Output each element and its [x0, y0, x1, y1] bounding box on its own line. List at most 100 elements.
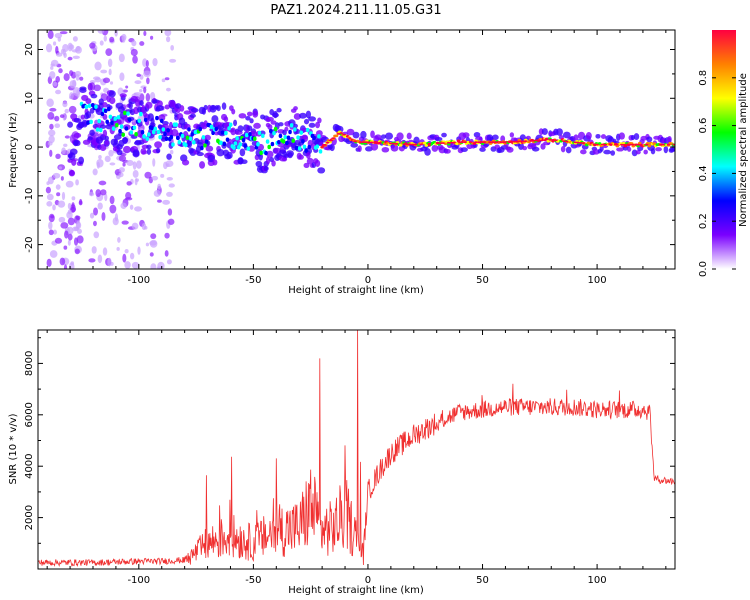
- spectrogram-cell: [284, 126, 289, 132]
- spectrogram-cell: [183, 142, 188, 148]
- spectrogram-cell: [134, 206, 142, 212]
- spectrogram-cell: [663, 145, 669, 154]
- spectrogram-cell: [474, 141, 478, 144]
- spectrogram-cell: [103, 108, 108, 114]
- spectrogram-cell: [134, 132, 138, 137]
- spectrogram-cell: [109, 36, 115, 43]
- snr-panel: -100 -50 0 50 100 2000 4000 6000 8000 Height of…: [8, 329, 676, 596]
- spectrogram-cell: [329, 143, 335, 152]
- figure-title: PAZ1.2024.211.11.05.G31: [270, 3, 441, 18]
- spectrogram-cell: [130, 48, 138, 57]
- spectrogram-cell: [108, 149, 114, 157]
- spectrogram-cell: [79, 198, 83, 205]
- spectrogram-cell: [560, 145, 566, 153]
- spectrogram-cell: [152, 158, 156, 167]
- spectrogram-cell: [165, 160, 174, 168]
- spectrogram-cell: [286, 150, 294, 157]
- spectrogram-cell: [278, 122, 284, 127]
- spectrogram-cell: [271, 112, 279, 118]
- spectrogram-cell: [168, 121, 173, 130]
- spectrogram-x-ticks: -100 -50 0 50 100: [46, 30, 667, 286]
- spectrogram-cell: [424, 143, 429, 147]
- spectrogram-cell: [48, 135, 55, 144]
- spectrogram-cell: [257, 130, 262, 136]
- spectrogram-cell: [158, 114, 166, 122]
- spectrogram-cell: [146, 148, 152, 155]
- spectrogram-cell: [350, 142, 359, 148]
- spectrogram-cell: [636, 143, 641, 146]
- spectrogram-cell: [63, 143, 68, 147]
- spectrogram-cell: [289, 123, 294, 128]
- spectrogram-cell: [199, 161, 206, 169]
- spectrogram-cell: [204, 139, 209, 144]
- spectrogram-cell: [201, 135, 206, 140]
- spectrogram-cell: [165, 87, 171, 92]
- spectrogram-cell: [153, 126, 158, 132]
- spectrogram-cell: [74, 70, 82, 77]
- spectrogram-cell: [49, 123, 54, 130]
- spectrogram-cell: [306, 151, 311, 159]
- spectrogram-cell: [124, 249, 129, 254]
- spectrogram-cell: [259, 150, 263, 156]
- spectrogram-cell: [150, 35, 154, 40]
- spectrogram-cell: [285, 140, 289, 146]
- spectrogram-cell: [49, 107, 57, 112]
- x-tick-label: -50: [245, 275, 261, 286]
- spectrogram-cell: [68, 105, 77, 114]
- spectrogram-cell: [204, 134, 211, 141]
- spectrogram-cell: [60, 176, 64, 181]
- spectrogram-cell: [145, 136, 150, 142]
- spectrogram-cell: [225, 137, 230, 142]
- spectrogram-cell: [113, 116, 118, 122]
- spectrogram-cell: [80, 114, 86, 120]
- spectrogram-cell: [353, 140, 357, 143]
- spectrogram-cell: [146, 77, 150, 85]
- spectrogram-cell: [69, 169, 75, 176]
- spectrogram-cell: [441, 142, 445, 144]
- spectrogram-cell: [190, 132, 195, 137]
- spectrogram-cell: [108, 68, 112, 76]
- spectrogram-cell: [205, 145, 214, 152]
- spectrogram-cell: [143, 225, 148, 230]
- spectrogram-cell: [129, 252, 135, 260]
- y-tick-label: 4000: [24, 453, 35, 478]
- spectrogram-cell: [98, 127, 103, 133]
- spectrogram-cell: [156, 129, 161, 135]
- spectrogram-x-axis-label: Height of straight line (km): [288, 285, 424, 296]
- spectrogram-cell: [54, 32, 63, 39]
- spectrogram-cell: [253, 122, 261, 129]
- spectrogram-cell: [264, 150, 268, 156]
- spectrogram-cell: [647, 144, 652, 148]
- spectrogram-cell: [491, 134, 499, 141]
- spectrogram-cell: [548, 138, 553, 141]
- spectrogram-cell: [427, 142, 432, 145]
- spectrogram-cell: [116, 115, 121, 120]
- spectrogram-cell: [381, 146, 390, 153]
- spectrogram-cell: [222, 141, 227, 147]
- spectrogram-cell: [64, 135, 70, 139]
- spectrogram-cell: [288, 129, 292, 135]
- spectrogram-cell: [661, 143, 665, 146]
- spectrogram-cell: [118, 128, 122, 134]
- spectrogram-cell: [304, 148, 308, 153]
- spectrogram-cell: [241, 137, 246, 143]
- spectrogram-cell: [113, 138, 119, 145]
- spectrogram-cell: [270, 141, 275, 147]
- spectrogram-cell: [240, 159, 248, 165]
- spectrogram-cell: [60, 222, 69, 229]
- spectrogram-cell: [541, 128, 548, 136]
- snr-y-ticks: 2000 4000 6000 8000: [24, 337, 675, 570]
- spectrogram-cell: [325, 141, 330, 144]
- spectrogram-cell: [168, 183, 175, 188]
- spectrogram-cell: [49, 250, 58, 258]
- spectrogram-cell: [132, 125, 137, 131]
- spectrogram-cell: [99, 40, 104, 46]
- spectrogram-cell: [121, 132, 126, 137]
- spectrogram-cell: [87, 103, 92, 109]
- spectrogram-cell: [48, 129, 56, 137]
- spectrogram-cell: [200, 145, 204, 151]
- spectrogram-cell: [482, 141, 487, 144]
- spectrogram-cell: [127, 117, 132, 123]
- spectrogram-cell: [76, 235, 84, 244]
- spectrogram-cell: [164, 250, 169, 257]
